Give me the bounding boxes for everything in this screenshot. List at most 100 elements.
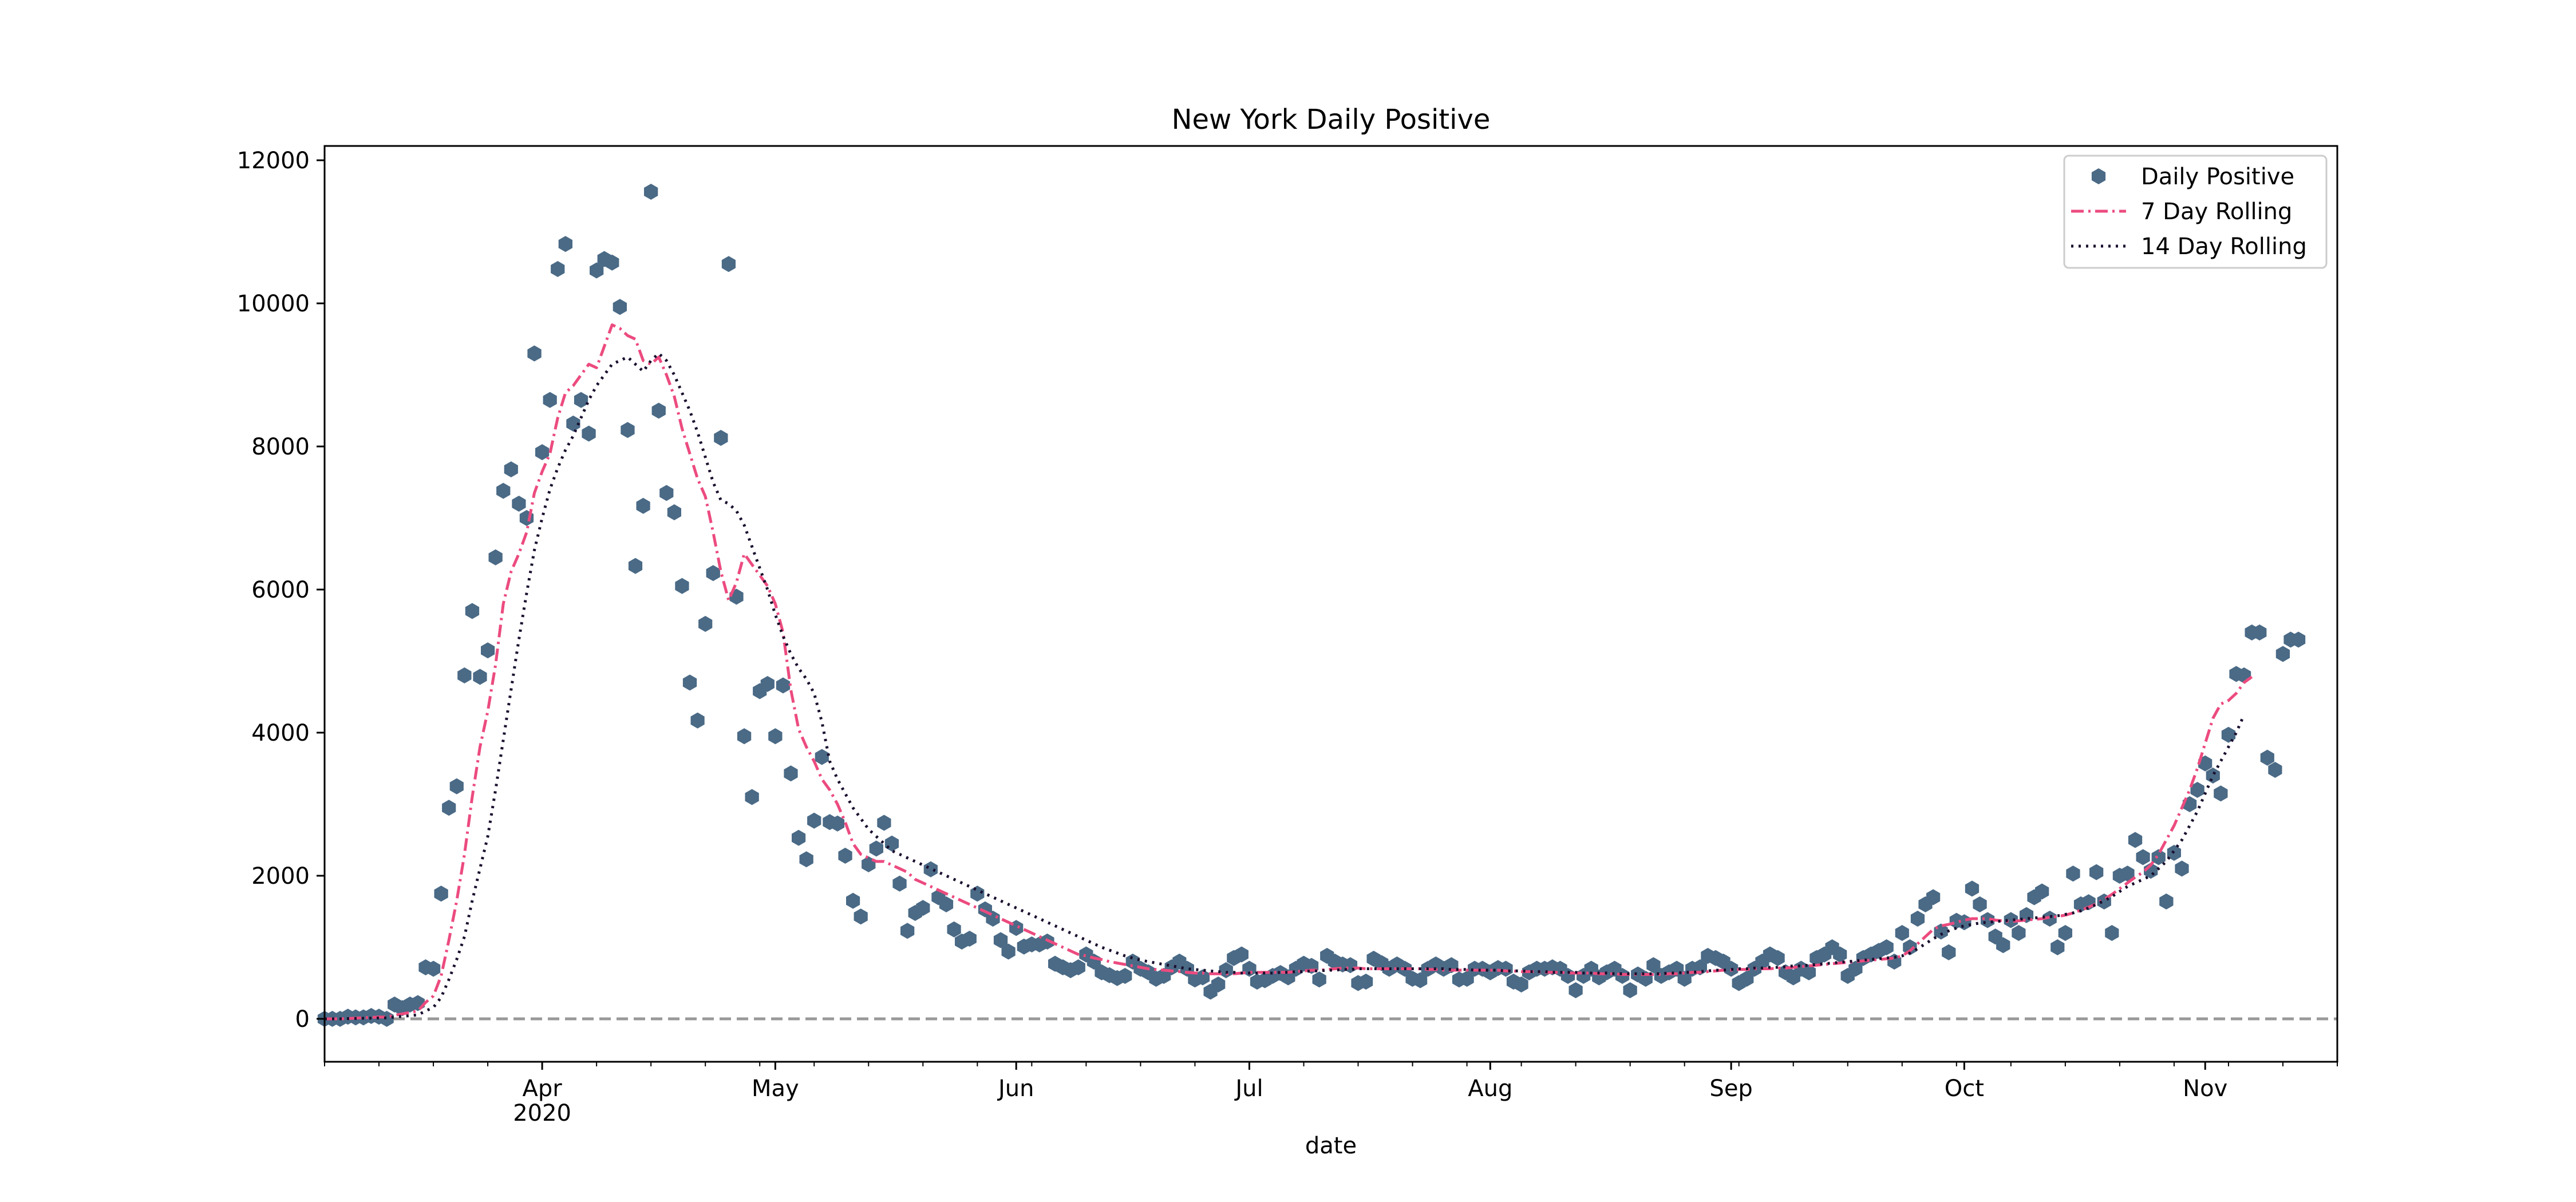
data-point bbox=[682, 674, 697, 691]
x-tick-sublabel: 2020 bbox=[513, 1100, 571, 1126]
data-point bbox=[1219, 962, 1233, 978]
y-axis: 0 2000 4000 6000 8000 10000 12000 bbox=[237, 148, 325, 1033]
data-point bbox=[1801, 964, 1816, 980]
data-point bbox=[1234, 946, 1249, 963]
data-point bbox=[1981, 912, 1995, 928]
data-point bbox=[1118, 968, 1132, 984]
data-point bbox=[2136, 849, 2150, 865]
data-point bbox=[2012, 925, 2026, 941]
data-point bbox=[1903, 939, 1917, 955]
data-point bbox=[2120, 865, 2135, 882]
data-point bbox=[768, 728, 783, 745]
data-point bbox=[1615, 968, 1630, 984]
data-point bbox=[1942, 944, 1956, 960]
chart-title: New York Daily Positive bbox=[1172, 104, 1491, 136]
data-point bbox=[846, 892, 860, 909]
data-point bbox=[2291, 631, 2306, 648]
data-point bbox=[1359, 974, 1373, 990]
data-point bbox=[900, 923, 915, 939]
x-tick-label: Jul bbox=[1234, 1076, 1263, 1102]
data-point bbox=[2058, 925, 2072, 941]
data-point bbox=[636, 497, 650, 514]
data-point bbox=[2268, 762, 2282, 778]
data-point bbox=[962, 931, 977, 947]
data-point bbox=[574, 392, 588, 408]
data-point bbox=[2151, 849, 2166, 865]
data-point bbox=[838, 848, 852, 864]
data-point bbox=[884, 835, 899, 852]
data-point bbox=[923, 861, 938, 877]
data-point bbox=[792, 829, 806, 846]
data-point bbox=[2206, 768, 2220, 784]
data-point bbox=[1848, 960, 1863, 977]
data-point bbox=[1499, 960, 1513, 977]
data-point bbox=[2035, 883, 2049, 900]
data-point bbox=[2275, 646, 2290, 662]
data-point bbox=[706, 565, 720, 582]
data-point bbox=[558, 236, 572, 252]
data-point bbox=[877, 814, 891, 831]
data-point bbox=[1460, 971, 1474, 987]
data-point bbox=[690, 712, 705, 729]
legend-marker bbox=[2091, 168, 2106, 184]
data-point bbox=[1895, 925, 1909, 941]
data-point bbox=[481, 642, 495, 659]
data-point bbox=[667, 504, 681, 520]
data-point bbox=[1646, 957, 1661, 974]
data-point bbox=[2089, 864, 2104, 880]
data-point bbox=[2050, 939, 2065, 955]
y-tick-label: 6000 bbox=[251, 577, 310, 603]
x-tick-label: Nov bbox=[2183, 1076, 2227, 1102]
data-point bbox=[1833, 946, 1847, 963]
data-point bbox=[916, 900, 930, 916]
y-tick-label: 10000 bbox=[237, 291, 310, 317]
x-tick-label: Jun bbox=[997, 1076, 1034, 1102]
data-point bbox=[1623, 982, 1637, 998]
data-point bbox=[721, 256, 736, 272]
data-point bbox=[1879, 939, 1894, 955]
x-tick-label: Oct bbox=[1945, 1076, 1984, 1102]
data-point bbox=[737, 728, 752, 745]
data-point bbox=[1677, 971, 1692, 987]
x-tick-label: Aug bbox=[1468, 1076, 1512, 1102]
data-point bbox=[698, 616, 713, 632]
data-point bbox=[2042, 911, 2057, 927]
data-point bbox=[1514, 976, 1528, 993]
data-point bbox=[1973, 896, 1987, 912]
data-point bbox=[644, 184, 658, 200]
data-point bbox=[970, 885, 985, 902]
data-point bbox=[1771, 950, 1785, 966]
data-point bbox=[807, 812, 821, 829]
x-tick-label: May bbox=[752, 1076, 799, 1102]
data-point bbox=[590, 262, 604, 279]
data-point bbox=[869, 840, 883, 857]
data-point bbox=[2159, 893, 2174, 910]
data-point bbox=[1926, 889, 1941, 906]
data-point bbox=[651, 402, 666, 419]
data-point bbox=[1965, 880, 1980, 897]
data-point bbox=[2105, 925, 2119, 941]
data-point bbox=[939, 896, 954, 912]
data-point bbox=[1211, 976, 1226, 993]
data-point bbox=[605, 254, 619, 271]
data-point bbox=[947, 921, 961, 938]
data-point bbox=[993, 932, 1008, 948]
plot-area bbox=[317, 184, 2337, 1027]
data-point bbox=[1001, 943, 1016, 960]
data-point bbox=[449, 778, 464, 794]
data-point bbox=[854, 908, 868, 925]
data-point bbox=[1740, 971, 1754, 987]
data-point bbox=[2221, 726, 2236, 743]
data-point bbox=[815, 749, 829, 765]
y-tick-label: 12000 bbox=[237, 148, 310, 174]
data-point bbox=[2260, 749, 2274, 766]
legend-label: 14 Day Rolling bbox=[2141, 234, 2307, 260]
data-point bbox=[2128, 832, 2143, 848]
data-point bbox=[1568, 982, 1583, 998]
data-point bbox=[465, 603, 480, 619]
data-point bbox=[1910, 911, 1925, 927]
data-point bbox=[1996, 937, 2010, 954]
legend: Daily Positive 7 Day Rolling 14 Day Rollin… bbox=[2063, 155, 2328, 269]
